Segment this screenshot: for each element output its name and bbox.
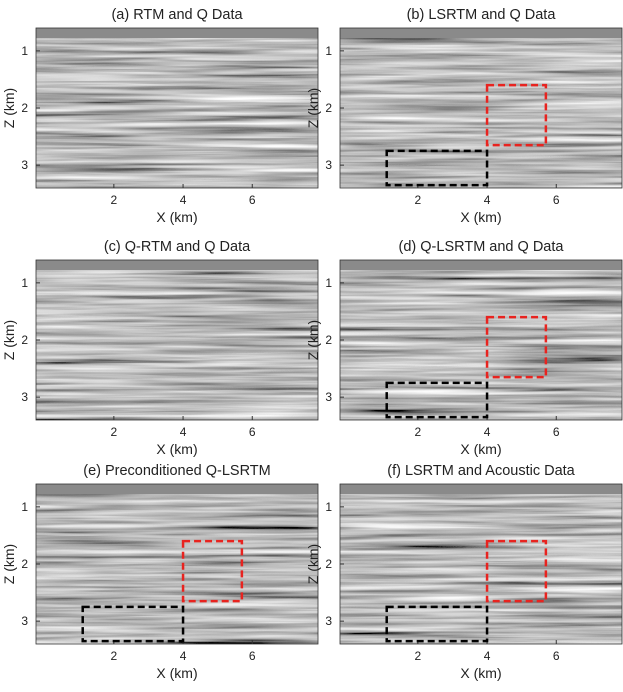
seismic-image [340, 28, 622, 188]
highlight-box [385, 381, 489, 419]
y-tick-label: 1 [21, 500, 28, 514]
water-layer [36, 260, 318, 270]
y-tick-label: 3 [325, 390, 332, 404]
y-tick-label: 3 [21, 390, 28, 404]
x-axis-label: X (km) [156, 665, 197, 681]
x-tick-label: 2 [415, 649, 422, 663]
panel-title: (a) RTM and Q Data [111, 7, 243, 23]
x-tick-label: 2 [111, 649, 118, 663]
y-tick-label: 2 [21, 101, 28, 115]
x-axis-label: X (km) [460, 209, 501, 225]
panel-title: (e) Preconditioned Q-LSRTM [83, 463, 271, 479]
highlight-box [385, 605, 489, 643]
x-tick-label: 2 [111, 425, 118, 439]
x-tick-label: 6 [553, 425, 560, 439]
highlight-box [485, 83, 548, 147]
x-tick-label: 6 [249, 193, 256, 207]
x-tick-label: 4 [180, 425, 187, 439]
panel: (b) LSRTM and Q Data 2 4 6 1 2 3 X (km) Z (km) [305, 7, 623, 225]
panel: (f) LSRTM and Acoustic Data 2 4 6 1 2 3 X (km) Z… [305, 463, 623, 681]
highlight-box [485, 315, 548, 379]
water-layer [36, 28, 318, 38]
panel-title: (c) Q-RTM and Q Data [104, 239, 251, 255]
water-layer [340, 260, 622, 270]
panel-title: (f) LSRTM and Acoustic Data [387, 463, 575, 479]
x-tick-label: 4 [180, 193, 187, 207]
y-tick-label: 2 [21, 333, 28, 347]
x-tick-label: 4 [180, 649, 187, 663]
x-tick-label: 6 [553, 193, 560, 207]
water-layer [340, 484, 622, 494]
y-tick-label: 2 [21, 557, 28, 571]
x-tick-label: 6 [553, 649, 560, 663]
panel-title: (b) LSRTM and Q Data [407, 7, 557, 23]
panel: (e) Preconditioned Q-LSRTM 2 4 6 1 2 3 X (km) Z … [1, 463, 319, 681]
x-tick-label: 4 [484, 425, 491, 439]
y-tick-label: 3 [21, 614, 28, 628]
y-axis-label: Z (km) [305, 320, 321, 360]
x-axis-label: X (km) [460, 441, 501, 457]
y-tick-label: 3 [325, 614, 332, 628]
x-axis-label: X (km) [460, 665, 501, 681]
seismic-image [340, 260, 622, 420]
y-axis-label: Z (km) [1, 88, 17, 128]
seismic-image [36, 484, 318, 644]
highlight-box [385, 149, 489, 187]
panel: (a) RTM and Q Data 2 4 6 1 2 3 X (km) Z (km) [1, 7, 319, 225]
x-axis-label: X (km) [156, 441, 197, 457]
y-axis-label: Z (km) [305, 544, 321, 584]
y-tick-label: 1 [325, 276, 332, 290]
x-tick-label: 4 [484, 649, 491, 663]
y-tick-label: 1 [325, 500, 332, 514]
y-tick-label: 1 [21, 276, 28, 290]
y-axis-label: Z (km) [1, 544, 17, 584]
y-axis-label: Z (km) [305, 88, 321, 128]
water-layer [340, 28, 622, 38]
seismic-image [36, 260, 318, 420]
x-tick-label: 6 [249, 649, 256, 663]
y-tick-label: 2 [325, 101, 332, 115]
x-tick-label: 2 [415, 193, 422, 207]
x-tick-label: 2 [111, 193, 118, 207]
seismic-image [340, 484, 622, 644]
y-tick-label: 2 [325, 333, 332, 347]
highlight-box [181, 539, 244, 603]
y-axis-label: Z (km) [1, 320, 17, 360]
highlight-box [81, 605, 185, 643]
x-tick-label: 2 [415, 425, 422, 439]
panel: (d) Q-LSRTM and Q Data 2 4 6 1 2 3 X (km) Z (km) [305, 239, 623, 457]
panel-title: (d) Q-LSRTM and Q Data [399, 239, 565, 255]
water-layer [36, 484, 318, 494]
y-tick-label: 3 [21, 158, 28, 172]
y-tick-label: 1 [325, 44, 332, 58]
highlight-box [485, 539, 548, 603]
x-axis-label: X (km) [156, 209, 197, 225]
panel: (c) Q-RTM and Q Data 2 4 6 1 2 3 X (km) Z (km) [1, 239, 319, 457]
x-tick-label: 4 [484, 193, 491, 207]
seismic-image [36, 28, 318, 188]
y-tick-label: 1 [21, 44, 28, 58]
y-tick-label: 2 [325, 557, 332, 571]
y-tick-label: 3 [325, 158, 332, 172]
x-tick-label: 6 [249, 425, 256, 439]
